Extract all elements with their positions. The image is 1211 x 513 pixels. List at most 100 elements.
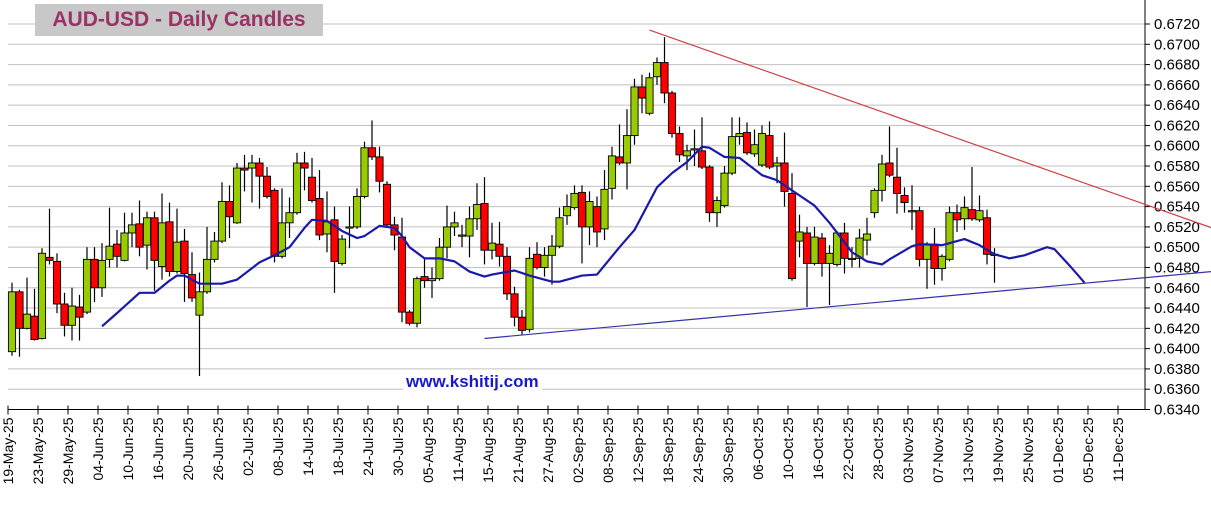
candle-body — [907, 210, 917, 213]
candle — [757, 125, 767, 168]
candle-body — [427, 278, 437, 282]
candle-body — [937, 255, 947, 269]
candle — [540, 247, 549, 277]
x-tick-label: 07-Nov-25 — [930, 417, 946, 483]
candle-body — [292, 162, 302, 214]
candle-body — [615, 156, 624, 164]
x-tick-label: 24-Jul-25 — [360, 417, 376, 476]
candle-body — [810, 236, 819, 264]
x-tick-label: 19-Nov-25 — [990, 417, 1006, 483]
candle-body — [847, 257, 857, 260]
candle — [67, 287, 77, 341]
candle — [187, 252, 197, 302]
candle — [517, 310, 527, 335]
candle — [232, 162, 242, 224]
candle-body — [210, 240, 219, 260]
candle — [667, 90, 677, 138]
candle-body — [607, 155, 617, 189]
y-tick-label: 0.6560 — [1154, 178, 1200, 195]
candle — [270, 188, 279, 263]
y-tick-label: 0.6580 — [1154, 158, 1200, 175]
candle — [210, 231, 219, 263]
candle — [952, 204, 962, 232]
candle — [660, 37, 669, 104]
candle-body — [982, 217, 992, 255]
candle — [240, 154, 249, 192]
candle-body — [945, 212, 954, 260]
candle-body — [367, 147, 377, 158]
x-tick-label: 08-Jul-25 — [270, 417, 286, 476]
candle — [427, 267, 437, 298]
candle-body — [97, 259, 107, 289]
candle — [375, 146, 384, 193]
candle — [607, 146, 617, 200]
candle-body — [555, 217, 564, 247]
candle — [465, 206, 474, 258]
x-tick-label: 25-Nov-25 — [1020, 417, 1036, 483]
candle-body — [315, 198, 324, 236]
candle-body — [765, 135, 774, 168]
candle — [967, 167, 977, 221]
candle-body — [855, 237, 864, 259]
candle-body — [240, 167, 249, 171]
candle-body — [435, 246, 444, 280]
candle-body — [7, 291, 17, 353]
candle-body — [742, 132, 752, 154]
candle — [840, 222, 849, 274]
candle-body — [727, 136, 737, 174]
candle-body — [360, 147, 369, 197]
candle-body — [585, 201, 594, 228]
candle — [307, 157, 317, 203]
candle — [15, 289, 24, 357]
x-tick-label: 13-Nov-25 — [960, 417, 976, 483]
candle-body — [165, 221, 174, 272]
candle — [150, 211, 159, 291]
candle-body — [352, 196, 362, 228]
candle-body — [405, 311, 414, 324]
candle-body — [277, 222, 287, 257]
x-tick-label: 19-May-25 — [0, 417, 16, 484]
candle — [360, 141, 369, 199]
candle — [712, 196, 722, 227]
x-tick-label: 05-Dec-25 — [1080, 417, 1096, 483]
support-trendline — [484, 271, 1211, 340]
y-tick-label: 0.6340 — [1154, 402, 1200, 419]
candle-body — [697, 150, 707, 168]
candle-body — [922, 243, 932, 260]
x-tick-label: 08-Sep-25 — [600, 417, 616, 483]
candle-body — [397, 236, 407, 313]
candle-body — [862, 233, 872, 241]
candle-body — [225, 201, 234, 218]
candle — [727, 117, 737, 176]
candle-body — [525, 257, 534, 330]
y-tick-label: 0.6420 — [1154, 320, 1200, 337]
candle-body — [270, 189, 279, 257]
candle-body — [75, 306, 84, 318]
candle — [405, 310, 414, 326]
candle-body — [187, 274, 197, 299]
x-tick-label: 14-Jul-25 — [300, 417, 316, 476]
y-tick-label: 0.6480 — [1154, 259, 1200, 276]
x-tick-label: 12-Sep-25 — [630, 417, 646, 483]
candle-body — [345, 226, 354, 229]
candle — [585, 191, 594, 246]
candle-body — [105, 245, 114, 260]
candle-body — [150, 217, 159, 261]
candle — [502, 247, 512, 300]
candle — [262, 167, 272, 199]
candle-body — [412, 278, 422, 324]
candle — [705, 165, 714, 222]
candle — [255, 157, 264, 209]
candle-body — [22, 313, 32, 329]
candle — [675, 126, 684, 162]
candle — [907, 185, 917, 230]
x-tick-label: 01-Dec-25 — [1050, 417, 1066, 483]
candle-body — [382, 183, 392, 226]
candle — [420, 259, 429, 288]
candle — [7, 282, 17, 356]
candle — [915, 206, 924, 267]
candle-body — [622, 135, 632, 164]
candle-body — [135, 223, 144, 248]
candle-body — [547, 245, 557, 256]
candle — [337, 235, 347, 266]
